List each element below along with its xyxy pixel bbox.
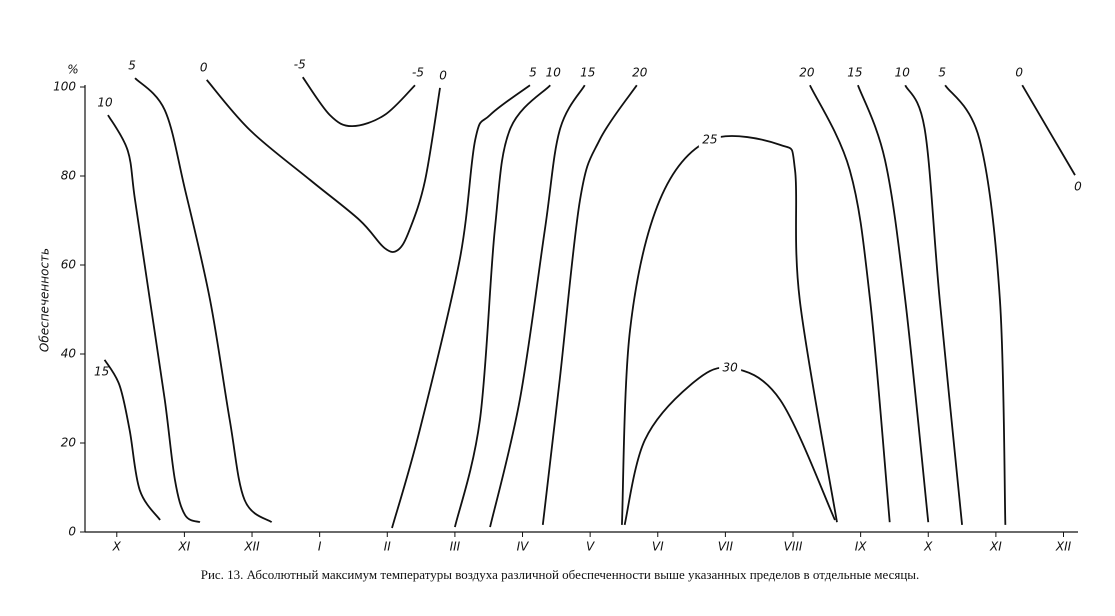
y-unit: % <box>67 63 78 77</box>
y-tick-label: 40 <box>61 347 77 361</box>
x-tick-label: IV <box>517 540 530 554</box>
caption: Рис. 13. Абсолютный максимум температуры… <box>200 567 920 582</box>
label-bg <box>698 132 721 147</box>
x-tick-label: VIII <box>784 540 803 554</box>
isoline <box>206 79 441 253</box>
y-tick-label: 0 <box>68 525 76 539</box>
isoline <box>944 84 1007 525</box>
isoline-label: 0 <box>200 60 208 74</box>
x-tick-label: I <box>318 540 322 554</box>
y-tick-label: 60 <box>61 258 77 272</box>
isoline <box>541 84 638 525</box>
isoline-label: 0 <box>439 68 447 82</box>
x-tick-label: X <box>112 540 122 554</box>
label-bg <box>719 360 742 375</box>
isoline-label: 15 <box>94 364 109 378</box>
y-tick-label: 100 <box>53 80 76 94</box>
isoline <box>1021 84 1076 176</box>
x-tick-label: V <box>586 540 595 554</box>
isoline <box>809 84 891 523</box>
y-tick-label: 80 <box>61 169 77 183</box>
isoline-label: 5 <box>128 59 136 73</box>
x-tick-label: XII <box>1055 540 1072 554</box>
isoline <box>391 84 531 529</box>
isoline-label: -5 <box>412 66 424 80</box>
x-tick-label: IX <box>855 540 868 554</box>
isoline-label: 15 <box>580 66 595 80</box>
x-tick-label: XII <box>243 540 260 554</box>
isoline <box>489 84 586 528</box>
isoline-label: 10 <box>895 66 911 80</box>
x-tick-label: II <box>384 540 392 554</box>
isoline-label: 10 <box>546 66 562 80</box>
isoline-label: 30 <box>722 360 738 374</box>
isoline-label: 15 <box>847 66 862 80</box>
isoline <box>857 84 930 523</box>
isoline-label: 10 <box>97 96 113 110</box>
isoline <box>454 84 551 528</box>
y-tick-label: 20 <box>61 436 77 450</box>
isoline <box>103 359 161 521</box>
isoline-label: -5 <box>294 58 306 72</box>
isoline-label: 25 <box>702 132 717 146</box>
isoline <box>107 114 201 524</box>
x-tick-label: III <box>450 540 461 554</box>
x-tick-label: VII <box>718 540 734 554</box>
x-tick-label: XI <box>178 540 191 554</box>
isoline-label: 5 <box>938 66 946 80</box>
x-tick-label: X <box>923 540 933 554</box>
x-tick-label: XI <box>989 540 1002 554</box>
isoline <box>904 84 963 525</box>
isoline <box>134 77 273 523</box>
isoline <box>621 135 838 525</box>
x-tick-label: VI <box>652 540 664 554</box>
isoline-label: 0 <box>1074 180 1082 194</box>
y-axis-label: Обеспеченность <box>38 248 52 352</box>
isoline-label: 0 <box>1015 66 1023 80</box>
isoline-label: 20 <box>799 66 815 80</box>
isoline-label: 20 <box>632 66 648 80</box>
isoline <box>623 366 836 526</box>
isoline <box>302 76 416 128</box>
isoline-label: 5 <box>529 66 537 80</box>
